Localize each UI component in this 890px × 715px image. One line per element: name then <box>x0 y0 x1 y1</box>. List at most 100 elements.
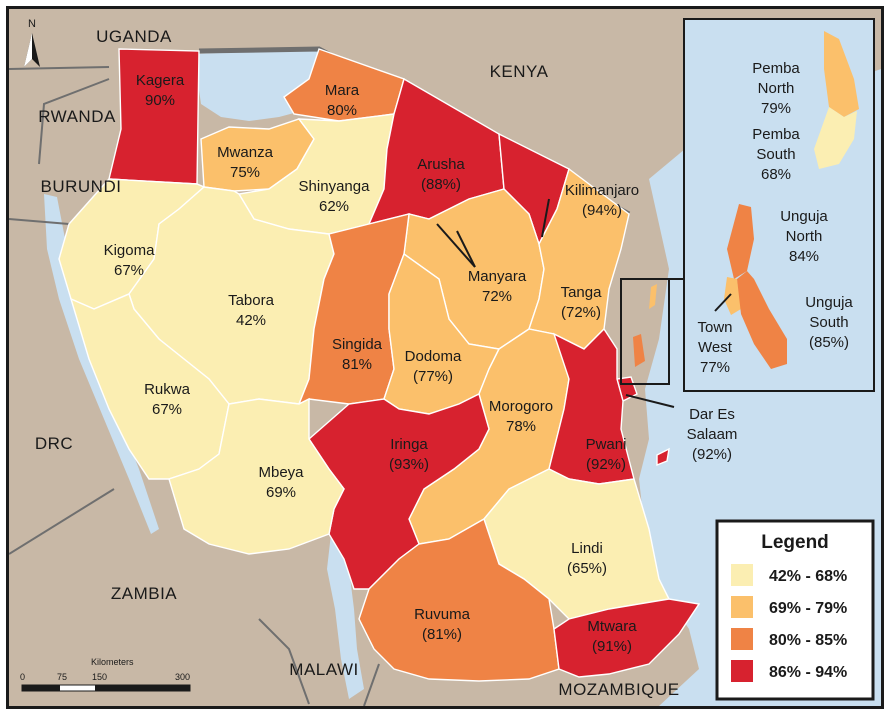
label-manyara-value: 72% <box>482 288 512 305</box>
label-kagera-value: 90% <box>145 92 175 109</box>
label-mara-value: 80% <box>327 102 357 119</box>
legend-label-4: 86% - 94% <box>769 664 847 681</box>
label-lindi-value: (65%) <box>567 560 607 577</box>
inset-pemba-south[interactable] <box>814 107 857 169</box>
label-iringa-name: Iringa <box>390 436 428 453</box>
label-morogoro-name: Morogoro <box>489 398 553 415</box>
inset-map: Pemba North 79% Pemba South 68% Unguja N… <box>683 18 875 392</box>
inset-unguja-south[interactable] <box>737 271 787 369</box>
map-canvas: UGANDA KENYA RWANDA BURUNDI DRC ZAMBIA M… <box>9 9 881 706</box>
label-rukwa-value: 67% <box>152 401 182 418</box>
north-arrow-label: N <box>28 18 36 30</box>
country-label-rwanda: RWANDA <box>38 107 116 126</box>
label-iringa-value: (93%) <box>389 456 429 473</box>
unguja-island-small <box>633 334 645 367</box>
legend-label-3: 80% - 85% <box>769 632 847 649</box>
label-tabora-value: 42% <box>236 312 266 329</box>
label-tanga-value: (72%) <box>561 304 601 321</box>
label-mtwara-value: (91%) <box>592 638 632 655</box>
inset-label-unguja-north-value: 84% <box>789 248 819 265</box>
label-singida-value: 81% <box>342 356 372 373</box>
inset-label-unguja-south-1: Unguja <box>805 294 853 311</box>
label-dar-value: (92%) <box>692 446 732 463</box>
inset-label-unguja-south-2: South <box>809 314 848 331</box>
scale-tick-150: 150 <box>92 672 107 682</box>
label-tabora-name: Tabora <box>228 292 275 309</box>
label-kigoma-name: Kigoma <box>104 242 156 259</box>
inset-label-town-west-2: West <box>698 339 733 356</box>
inset-town-west-leader <box>714 293 732 312</box>
label-shinyanga-name: Shinyanga <box>299 178 371 195</box>
label-mbeya-value: 69% <box>266 484 296 501</box>
inset-label-pemba-north-2: North <box>758 80 795 97</box>
legend-swatch-3 <box>731 628 753 650</box>
legend-title: Legend <box>761 532 829 553</box>
label-singida-name: Singida <box>332 336 383 353</box>
label-kilimanjaro-name: Kilimanjaro <box>565 182 639 199</box>
inset-label-unguja-north-2: North <box>786 228 823 245</box>
label-dodoma-value: (77%) <box>413 368 453 385</box>
inset-label-pemba-south-value: 68% <box>761 166 791 183</box>
regions <box>58 48 701 682</box>
country-label-zambia: ZAMBIA <box>111 584 177 603</box>
lake-malawi <box>327 534 364 699</box>
label-mara-name: Mara <box>325 82 360 99</box>
label-dodoma-name: Dodoma <box>405 348 462 365</box>
country-label-drc: DRC <box>35 434 73 453</box>
country-label-malawi: MALAWI <box>289 660 358 679</box>
label-dar-name-2: Salaam <box>687 426 738 443</box>
inset-label-town-west-1: Town <box>697 319 732 336</box>
label-mtwara-name: Mtwara <box>587 618 637 635</box>
label-mbeya-name: Mbeya <box>258 464 304 481</box>
label-morogoro-value: 78% <box>506 418 536 435</box>
inset-label-unguja-north-1: Unguja <box>780 208 828 225</box>
label-dar-name-1: Dar Es <box>689 406 735 423</box>
country-labels: UGANDA KENYA RWANDA BURUNDI DRC ZAMBIA M… <box>35 27 679 699</box>
country-label-mozambique: MOZAMBIQUE <box>558 680 679 699</box>
label-shinyanga-value: 62% <box>319 198 349 215</box>
mafia-island <box>656 447 670 467</box>
inset-pemba-north[interactable] <box>824 31 859 117</box>
inset-label-unguja-south-value: (85%) <box>809 334 849 351</box>
legend-swatch-2 <box>731 596 753 618</box>
legend: Legend 42% - 68% 69% - 79% 80% - 85% 86%… <box>715 519 875 701</box>
region-labels: Kagera 90% Mara 80% Mwanza 75% Shinyanga… <box>104 72 738 655</box>
inset-unguja-north[interactable] <box>727 204 754 279</box>
scale-tick-0: 0 <box>20 672 25 682</box>
map-frame: UGANDA KENYA RWANDA BURUNDI DRC ZAMBIA M… <box>6 6 884 709</box>
leader-lines <box>436 198 675 408</box>
legend-label-2: 69% - 79% <box>769 600 847 617</box>
north-arrow: N <box>24 18 40 67</box>
country-label-uganda: UGANDA <box>96 27 172 46</box>
label-kilimanjaro-value: (94%) <box>582 202 622 219</box>
scale-tick-75: 75 <box>57 672 67 682</box>
inset-label-pemba-south-2: South <box>756 146 795 163</box>
inset-label-pemba-south-1: Pemba <box>752 126 800 143</box>
label-rukwa-name: Rukwa <box>144 381 191 398</box>
pemba-island-small <box>649 284 657 309</box>
label-pwani-value: (92%) <box>586 456 626 473</box>
label-pwani-name: Pwani <box>586 436 627 453</box>
label-ruvuma-value: (81%) <box>422 626 462 643</box>
region-kagera[interactable] <box>108 48 200 185</box>
label-ruvuma-name: Ruvuma <box>414 606 471 623</box>
label-kagera-name: Kagera <box>136 72 185 89</box>
label-arusha-value: (88%) <box>421 176 461 193</box>
country-borders <box>9 66 380 706</box>
label-mwanza-name: Mwanza <box>217 144 274 161</box>
scale-tick-300: 300 <box>175 672 190 682</box>
scale-bar: Kilometers 0 75 150 300 <box>20 657 191 692</box>
legend-label-1: 42% - 68% <box>769 568 847 585</box>
label-arusha-name: Arusha <box>417 156 465 173</box>
label-kigoma-value: 67% <box>114 262 144 279</box>
inset-town-west[interactable] <box>724 277 741 315</box>
label-manyara-name: Manyara <box>468 268 527 285</box>
scale-bar-title: Kilometers <box>91 657 134 667</box>
inset-label-town-west-value: 77% <box>700 359 730 376</box>
region-mbeya[interactable] <box>168 397 345 555</box>
label-tanga-name: Tanga <box>561 284 603 301</box>
region-mtwara[interactable] <box>553 598 701 678</box>
label-lindi-name: Lindi <box>571 540 603 557</box>
inset-label-pemba-north-1: Pemba <box>752 60 800 77</box>
inset-locator-box <box>620 278 670 385</box>
